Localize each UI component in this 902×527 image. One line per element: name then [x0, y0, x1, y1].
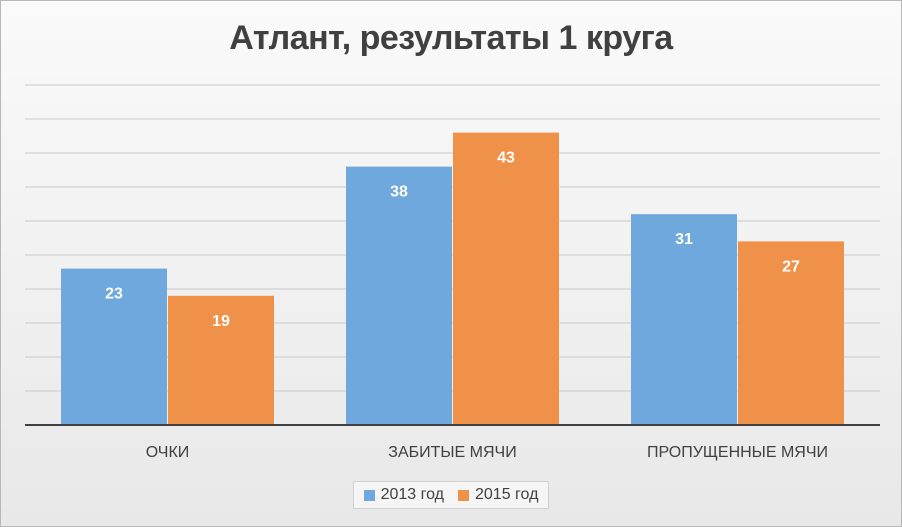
legend-swatch — [363, 489, 375, 501]
legend-label: 2013 год — [380, 486, 444, 503]
data-label: 23 — [105, 286, 123, 303]
x-tick-label: ПРОПУЩЕННЫЕ МЯЧИ — [647, 444, 828, 461]
legend-item: 2013 год — [363, 486, 444, 504]
data-label: 19 — [212, 313, 230, 330]
data-label: 27 — [782, 258, 800, 275]
bar — [631, 214, 737, 425]
x-tick-label: ОЧКИ — [146, 444, 190, 461]
x-tick-label: ЗАБИТЫЕ МЯЧИ — [388, 444, 516, 461]
legend-label: 2015 год — [475, 486, 539, 503]
data-label: 31 — [675, 231, 693, 248]
bar — [168, 295, 274, 425]
bar — [738, 241, 844, 425]
legend: 2013 год 2015 год — [1, 481, 901, 509]
data-label: 38 — [390, 184, 408, 201]
bar — [346, 166, 452, 425]
legend-box: 2013 год 2015 год — [352, 481, 550, 509]
bar — [453, 132, 559, 425]
chart-title: Атлант, результаты 1 круга — [229, 19, 673, 57]
legend-swatch — [458, 489, 469, 501]
data-label: 43 — [497, 150, 515, 167]
bar — [61, 268, 167, 425]
legend-item: 2015 год — [458, 486, 538, 504]
